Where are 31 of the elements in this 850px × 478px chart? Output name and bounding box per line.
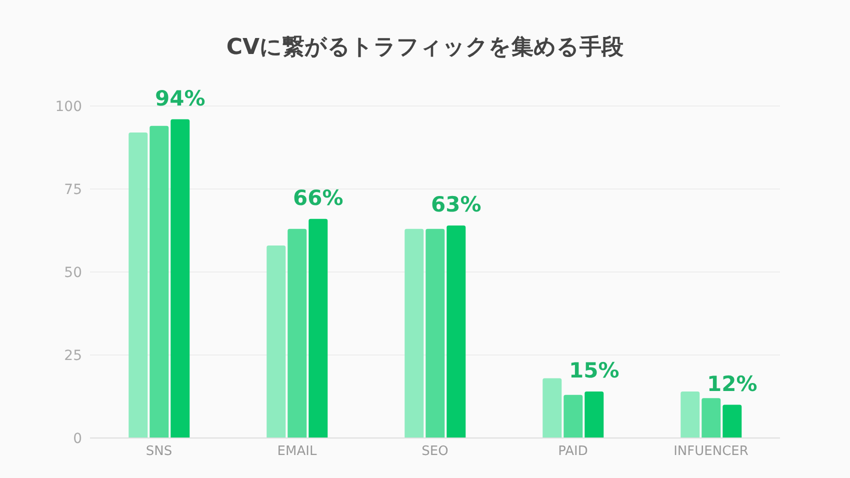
- annotation: 94%: [155, 86, 206, 110]
- bar: [170, 119, 190, 438]
- bar: [404, 228, 424, 438]
- bar: [584, 392, 604, 438]
- x-tick-label: EMAIL: [277, 444, 318, 460]
- y-tick-label: 100: [55, 98, 82, 115]
- x-tick-label: INFUENCER: [674, 444, 748, 460]
- y-tick-label: 50: [64, 264, 82, 281]
- bar: [702, 398, 721, 438]
- bar: [426, 228, 445, 438]
- bar: [308, 218, 328, 438]
- bar: [564, 394, 583, 438]
- x-tick-label: PAID: [558, 444, 588, 460]
- bar: [542, 378, 562, 438]
- bar: [128, 132, 148, 438]
- annotation: 63%: [431, 192, 482, 217]
- bar: [266, 245, 286, 438]
- x-tick-label: SEO: [422, 444, 448, 460]
- bar: [288, 228, 307, 438]
- bar: [722, 404, 742, 438]
- bar: [150, 126, 169, 438]
- annotation: 66%: [293, 186, 344, 210]
- y-tick-label: 0: [73, 430, 82, 447]
- bar: [446, 226, 466, 438]
- x-tick-label: SNS: [146, 444, 172, 460]
- annotation: 12%: [707, 372, 758, 396]
- y-tick-label: 75: [64, 182, 82, 198]
- annotation: 15%: [569, 358, 620, 383]
- bar: [680, 392, 700, 438]
- chart-title: CVに繋がるトラフィックを集める手段: [225, 34, 625, 62]
- y-tick-label: 25: [64, 348, 82, 364]
